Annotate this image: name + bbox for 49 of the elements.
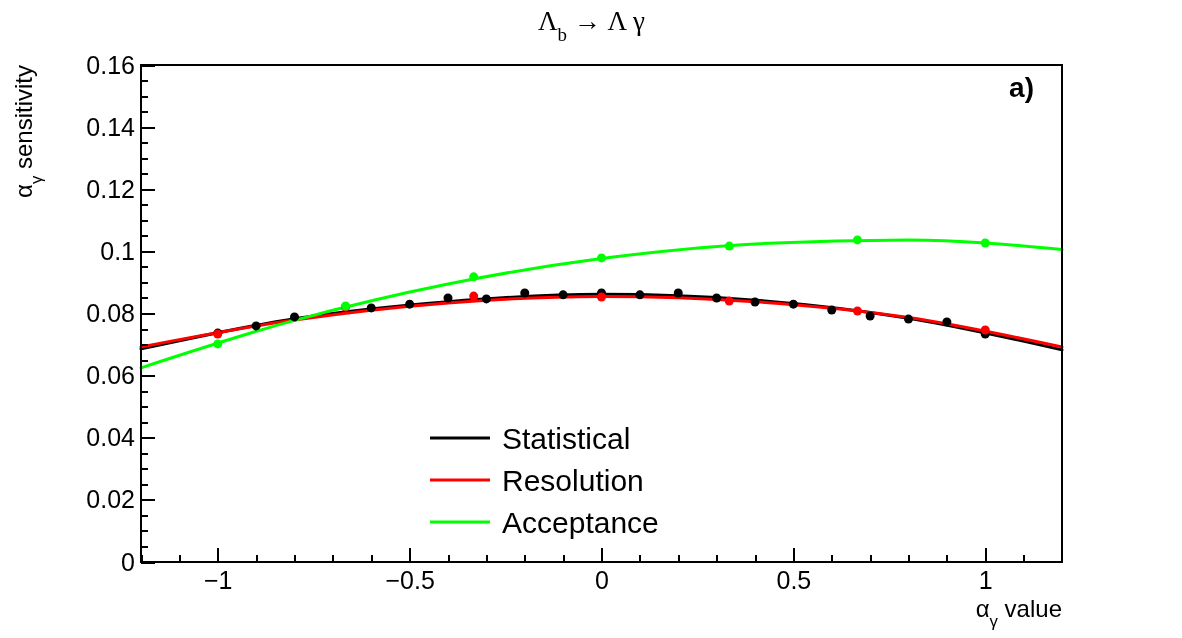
- x-tick-label: 1: [978, 565, 993, 594]
- point: [827, 305, 837, 315]
- y-tick-label: 0.1: [100, 236, 135, 265]
- x-axis-title: α$_{γ}$ value: [975, 595, 1062, 631]
- legend-label: Resolution: [502, 463, 644, 497]
- point: [481, 294, 491, 304]
- chart-title: Λ$_{b}$ → Λ γ: [537, 6, 646, 45]
- point: [865, 311, 875, 321]
- x-tick-label: 0: [595, 565, 609, 594]
- point: [469, 291, 479, 301]
- y-tick-label: 0.06: [86, 361, 135, 390]
- point: [942, 317, 952, 327]
- y-tick-label: 0.08: [86, 299, 135, 327]
- point: [443, 293, 453, 303]
- point: [788, 299, 798, 309]
- point: [635, 290, 645, 300]
- x-tick-label: −1: [203, 565, 233, 594]
- point: [852, 235, 862, 245]
- point: [980, 238, 990, 248]
- point: [980, 325, 990, 335]
- x-tick-label: −0.5: [385, 565, 435, 594]
- annotation: a): [1009, 72, 1034, 103]
- y-tick-label: 0.02: [86, 485, 135, 514]
- point: [405, 299, 415, 309]
- point: [558, 290, 568, 300]
- y-tick-label: 0.12: [86, 174, 135, 203]
- point: [290, 312, 299, 322]
- point: [750, 297, 760, 307]
- legend-label: Statistical: [502, 421, 631, 455]
- point: [852, 306, 862, 316]
- y-tick-label: 0.04: [86, 423, 136, 452]
- point: [469, 272, 479, 282]
- point: [597, 253, 606, 263]
- legend-label: Acceptance: [502, 505, 659, 539]
- point: [213, 339, 223, 349]
- line-series: [139, 238, 1064, 370]
- x-tick-label: 0.5: [776, 565, 812, 594]
- point: [724, 241, 734, 251]
- point: [251, 321, 261, 331]
- point: [597, 292, 606, 302]
- y-tick-label: 0.14: [86, 112, 136, 141]
- y-tick-label: 0.16: [86, 50, 135, 79]
- y-tick-label: 0: [121, 547, 135, 576]
- point: [366, 303, 376, 313]
- point: [724, 296, 734, 306]
- point: [712, 293, 722, 303]
- point: [520, 288, 530, 298]
- point: [904, 314, 913, 324]
- point: [673, 288, 683, 298]
